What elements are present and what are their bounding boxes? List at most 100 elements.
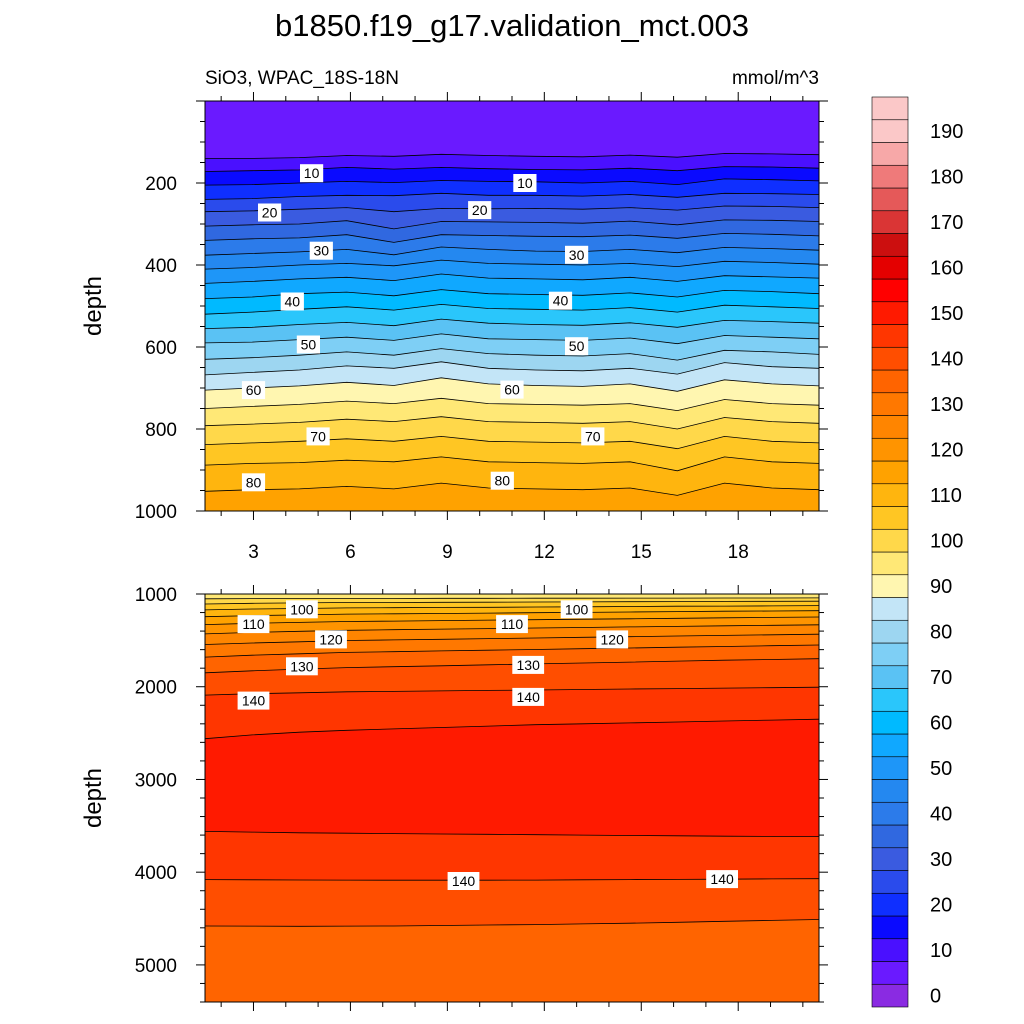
y-axis-label: depth bbox=[80, 276, 107, 336]
left-subtitle: SiO3, WPAC_18S-18N bbox=[205, 68, 399, 89]
contour-label-box bbox=[300, 164, 324, 183]
contour-label-box bbox=[280, 292, 304, 311]
contour-line bbox=[205, 303, 819, 315]
colorbar-swatch bbox=[871, 915, 909, 940]
colorbar-swatch bbox=[871, 233, 909, 257]
contour-label-box bbox=[258, 203, 282, 222]
colorbar-swatch bbox=[871, 301, 909, 325]
contour-label: 20 bbox=[262, 205, 278, 221]
contour-band bbox=[205, 361, 819, 392]
colorbar-swatch bbox=[871, 392, 909, 416]
colorbar-swatch bbox=[871, 483, 909, 507]
contour-line bbox=[205, 361, 819, 376]
contour-label: 140 bbox=[242, 693, 266, 709]
contour-label-box bbox=[286, 600, 318, 619]
contour-label-box bbox=[237, 615, 270, 634]
contour-label-box bbox=[596, 630, 629, 649]
contour-band bbox=[205, 658, 819, 696]
contour-label: 70 bbox=[310, 428, 326, 444]
y-tick-label: 600 bbox=[145, 338, 177, 359]
contour-label-box bbox=[496, 615, 528, 634]
colorbar-swatch bbox=[871, 164, 909, 189]
colorbar-swatch bbox=[871, 528, 909, 553]
contour-label-box bbox=[581, 427, 605, 446]
colorbar-label: 90 bbox=[930, 576, 952, 598]
y-axis-label: depth bbox=[80, 768, 107, 828]
contour-band bbox=[205, 594, 819, 599]
contour-line bbox=[205, 232, 819, 243]
x-tick-label: 15 bbox=[631, 542, 652, 563]
upper-contour-panel: 10 10 20 20 30 30 40 40 50 50 60 60 70 70 80 80 200 400 60… bbox=[80, 92, 828, 563]
contour-band bbox=[205, 919, 819, 1002]
contour-label-box bbox=[468, 201, 492, 220]
colorbar-swatch bbox=[871, 983, 909, 1008]
colorbar-swatch bbox=[871, 733, 909, 758]
contour-line bbox=[205, 416, 819, 430]
contour-label: 120 bbox=[319, 631, 343, 647]
colorbar-swatch bbox=[871, 460, 909, 485]
y-tick-label: 800 bbox=[145, 420, 177, 441]
colorbar-swatch bbox=[871, 255, 909, 280]
colorbar-swatch bbox=[871, 597, 909, 621]
colorbar-label: 150 bbox=[930, 303, 963, 325]
colorbar-label: 20 bbox=[930, 895, 952, 917]
contour-label: 50 bbox=[569, 338, 585, 354]
colorbar-label: 10 bbox=[930, 940, 952, 962]
contour-label: 140 bbox=[452, 873, 476, 889]
contour-label: 140 bbox=[517, 689, 541, 705]
contour-label-box bbox=[512, 687, 545, 706]
colorbar-label: 70 bbox=[930, 667, 952, 689]
contour-label-box bbox=[447, 872, 480, 890]
contour-label: 50 bbox=[301, 337, 317, 353]
x-tick-label: 9 bbox=[442, 542, 453, 563]
contour-line bbox=[205, 178, 819, 186]
contour-band bbox=[205, 436, 819, 471]
colorbar-label: 0 bbox=[930, 986, 941, 1008]
contour-label-box bbox=[296, 335, 320, 354]
contour-line bbox=[205, 919, 819, 927]
x-tick-label: 3 bbox=[248, 542, 259, 563]
contour-label: 10 bbox=[517, 175, 533, 191]
colorbar-swatch bbox=[871, 961, 909, 985]
contour-line bbox=[205, 153, 819, 159]
contour-line bbox=[205, 644, 819, 658]
contour-band bbox=[205, 289, 819, 315]
colorbar-swatch bbox=[871, 346, 909, 371]
lower-contour-panel: 100 100 110 110 120 120 130 130 140 140 140 140 1000… bbox=[80, 585, 828, 1011]
contour-line bbox=[205, 348, 819, 361]
contour-label: 40 bbox=[285, 294, 301, 310]
contour-band bbox=[205, 348, 819, 375]
contour-band bbox=[205, 274, 819, 299]
colorbar-swatch bbox=[871, 551, 909, 576]
contour-band bbox=[205, 624, 819, 645]
contour-label: 30 bbox=[569, 247, 585, 263]
y-tick-label: 200 bbox=[145, 174, 177, 195]
colorbar-label: 160 bbox=[930, 258, 963, 280]
contour-label: 140 bbox=[710, 871, 734, 887]
contour-label-box bbox=[241, 473, 266, 492]
colorbar-swatch bbox=[871, 892, 909, 917]
contour-label-box bbox=[286, 657, 318, 676]
contour-line bbox=[205, 192, 819, 200]
contour-label: 10 bbox=[304, 165, 320, 181]
y-tick-label: 2000 bbox=[135, 678, 177, 699]
colorbar-swatch bbox=[871, 119, 909, 143]
contour-line bbox=[205, 289, 819, 299]
contour-band bbox=[205, 193, 819, 212]
contour-band bbox=[205, 233, 819, 256]
contour-band bbox=[205, 687, 819, 739]
contour-label-box bbox=[490, 471, 514, 490]
contour-label-box bbox=[512, 655, 545, 674]
contour-line bbox=[205, 246, 819, 256]
contour-line bbox=[205, 718, 819, 740]
contour-band bbox=[205, 416, 819, 449]
contour-label: 80 bbox=[246, 474, 262, 490]
contour-label-box bbox=[500, 380, 524, 399]
x-tick-label: 18 bbox=[728, 542, 749, 563]
colorbar: 0 10 20 30 40 50 60 70 80 90 100 110 120 130 140 150 160… bbox=[871, 96, 963, 1008]
colorbar-swatch bbox=[871, 665, 909, 689]
contour-label: 130 bbox=[517, 657, 541, 673]
colorbar-swatch bbox=[871, 96, 909, 121]
contour-band bbox=[205, 333, 819, 361]
